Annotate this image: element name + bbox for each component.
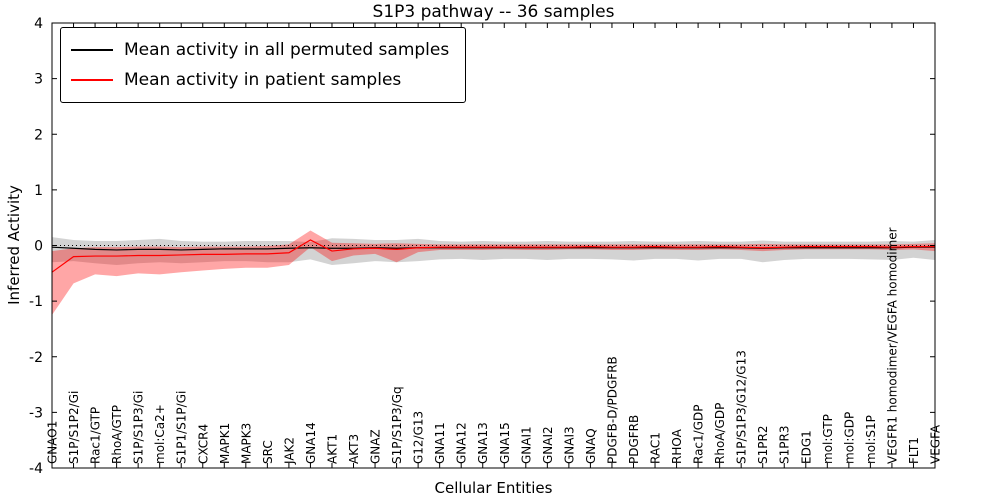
legend-line-patient-icon <box>71 79 113 81</box>
legend-label-patient: Mean activity in patient samples <box>124 70 402 90</box>
x-tick-label: CXCR4 <box>196 424 210 464</box>
y-tick-label: 0 <box>34 239 43 255</box>
x-tick-label: GNAO1 <box>46 421 60 464</box>
x-tick-label: S1PR3 <box>778 426 792 464</box>
x-tick-label: GNA12 <box>455 422 469 464</box>
permuted-samples-range-band <box>52 237 935 265</box>
x-tick-label: VEGFR1 homodimer/VEGFA homodimer <box>885 227 899 464</box>
y-tick-label: -1 <box>29 294 43 310</box>
x-tick-label: mol:GDP <box>842 412 856 464</box>
y-tick-label: 3 <box>34 72 43 88</box>
x-tick-label: GNA14 <box>304 422 318 464</box>
y-tick-label: 1 <box>34 183 43 199</box>
x-tick-label: GNA15 <box>498 422 512 464</box>
x-tick-label: G12/G13 <box>412 411 426 464</box>
x-tick-label: MAPK1 <box>218 423 232 464</box>
legend-line-permuted-icon <box>71 49 113 51</box>
y-axis-label: Inferred Activity <box>5 185 23 305</box>
x-tick-label: S1P/S1P2/Gi <box>67 391 81 464</box>
x-tick-label: Rac1/GDP <box>692 405 706 464</box>
x-tick-label: Rac1/GTP <box>89 407 103 464</box>
x-tick-label: S1P/S1P3/Gq <box>390 386 404 464</box>
x-tick-label: RhoA/GDP <box>713 403 727 464</box>
x-tick-label: mol:S1P <box>864 415 878 464</box>
y-tick-label: -4 <box>29 461 43 477</box>
chart-title: S1P3 pathway -- 36 samples <box>372 2 615 22</box>
legend-item-patient: Mean activity in patient samples <box>71 65 449 95</box>
x-tick-label: PDGFB-D/PDGFRB <box>605 356 619 464</box>
x-tick-label: RHOA <box>670 428 684 464</box>
x-tick-label: RhoA/GTP <box>110 405 124 464</box>
y-tick-label: -3 <box>29 405 43 421</box>
y-tick-label: -2 <box>29 350 43 366</box>
x-tick-label: S1PR2 <box>756 426 770 464</box>
x-tick-label: S1P/S1P3/G12/G13 <box>735 350 749 464</box>
x-tick-label: mol:GTP <box>821 414 835 464</box>
x-tick-label: VEGFA <box>929 424 943 464</box>
x-tick-label: S1P/S1P3/Gi <box>132 391 146 464</box>
x-tick-label: JAK2 <box>282 437 296 465</box>
y-tick-label: 2 <box>34 127 43 143</box>
x-tick-label: GNAI2 <box>541 426 555 464</box>
x-tick-label: SRC <box>261 440 275 464</box>
x-tick-label: EDG1 <box>799 430 813 464</box>
x-tick-label: AKT3 <box>347 434 361 464</box>
x-tick-label: GNAQ <box>584 428 598 464</box>
x-tick-label: MAPK3 <box>239 423 253 464</box>
x-tick-label: mol:Ca2+ <box>153 404 167 464</box>
x-tick-label: GNA11 <box>433 422 447 464</box>
x-tick-label: FLT1 <box>907 437 921 464</box>
legend-item-permuted: Mean activity in all permuted samples <box>71 35 449 65</box>
series-line-1 <box>51 239 935 273</box>
x-tick-label: RAC1 <box>649 432 663 464</box>
x-tick-label: S1P1/S1P/Gi <box>175 391 189 464</box>
y-tick-label: 4 <box>34 16 43 32</box>
legend-label-permuted: Mean activity in all permuted samples <box>124 40 450 60</box>
x-tick-label: GNAZ <box>369 429 383 464</box>
x-tick-label: AKT1 <box>325 434 339 464</box>
x-tick-label: GNAI3 <box>562 426 576 464</box>
patient-samples-range-band <box>52 230 935 316</box>
legend: Mean activity in all permuted samples Me… <box>60 27 467 103</box>
x-tick-label: PDGFRB <box>627 415 641 464</box>
x-tick-label: GNA13 <box>476 422 490 464</box>
x-tick-label: GNAI1 <box>519 426 533 464</box>
x-axis-label: Cellular Entities <box>434 479 553 497</box>
